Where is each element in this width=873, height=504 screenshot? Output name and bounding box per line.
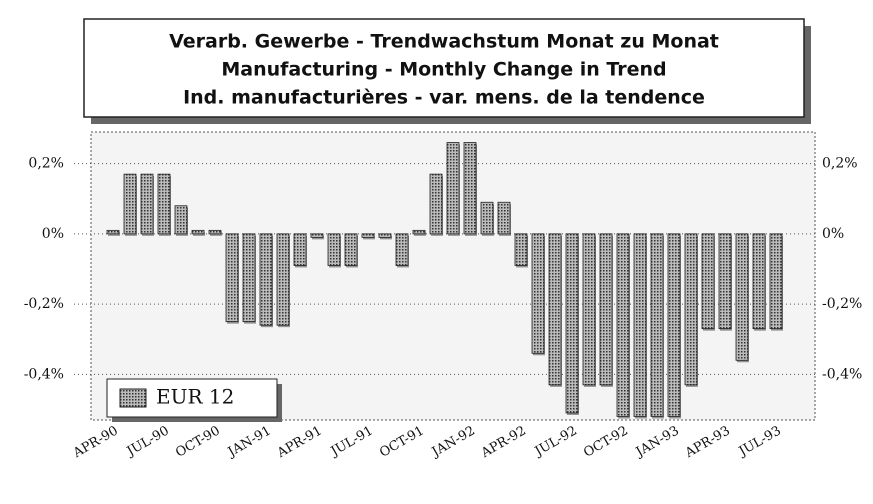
bar [718, 233, 732, 330]
bar [752, 233, 766, 330]
bar [616, 233, 630, 417]
bar [242, 233, 256, 323]
bar [276, 233, 290, 326]
bar [157, 173, 171, 235]
bar [514, 233, 528, 266]
title-box [83, 18, 805, 118]
bar [174, 205, 188, 235]
bar [735, 233, 749, 361]
bar [582, 233, 596, 386]
bar [395, 233, 409, 266]
y-tick-label: -0,2% [24, 296, 64, 312]
y2-tick-label: -0,4% [822, 366, 862, 382]
bar [344, 233, 358, 266]
bar [769, 233, 783, 330]
bar [208, 229, 222, 235]
bar [225, 233, 239, 323]
bar [667, 233, 681, 417]
bar [548, 233, 562, 386]
y-tick-label: 0,2% [28, 156, 64, 172]
bar [140, 173, 154, 235]
y2-tick-label: 0,2% [822, 156, 858, 172]
bar [293, 233, 307, 266]
bar [310, 233, 324, 238]
bar [429, 173, 443, 235]
chart-title: Verarb. Gewerbe - Trendwachstum Monat zu… [169, 31, 719, 53]
bar [259, 233, 273, 326]
bar [565, 233, 579, 414]
y2-tick-label: -0,2% [822, 296, 862, 312]
y2-tick-label: 0% [822, 226, 844, 242]
bar [463, 142, 477, 235]
bar [480, 201, 494, 235]
chart-title: Ind. manufacturières - var. mens. de la … [183, 87, 705, 109]
bar [106, 229, 120, 235]
bar [123, 173, 137, 235]
chart-title: Manufacturing - Monthly Change in Trend [221, 59, 666, 81]
bar [684, 233, 698, 386]
bar [531, 233, 545, 354]
bar [497, 201, 511, 235]
bar [361, 233, 375, 238]
bar [412, 229, 426, 235]
bar [701, 233, 715, 330]
bar [446, 142, 460, 235]
bar [327, 233, 341, 266]
legend-label: EUR 12 [156, 385, 234, 409]
y-tick-label: -0,4% [24, 366, 64, 382]
bar [378, 233, 392, 238]
bar [633, 233, 647, 417]
y-tick-label: 0% [42, 226, 64, 242]
bar [599, 233, 613, 386]
bar [650, 233, 664, 417]
legend-swatch [119, 388, 147, 408]
bar [191, 229, 205, 235]
